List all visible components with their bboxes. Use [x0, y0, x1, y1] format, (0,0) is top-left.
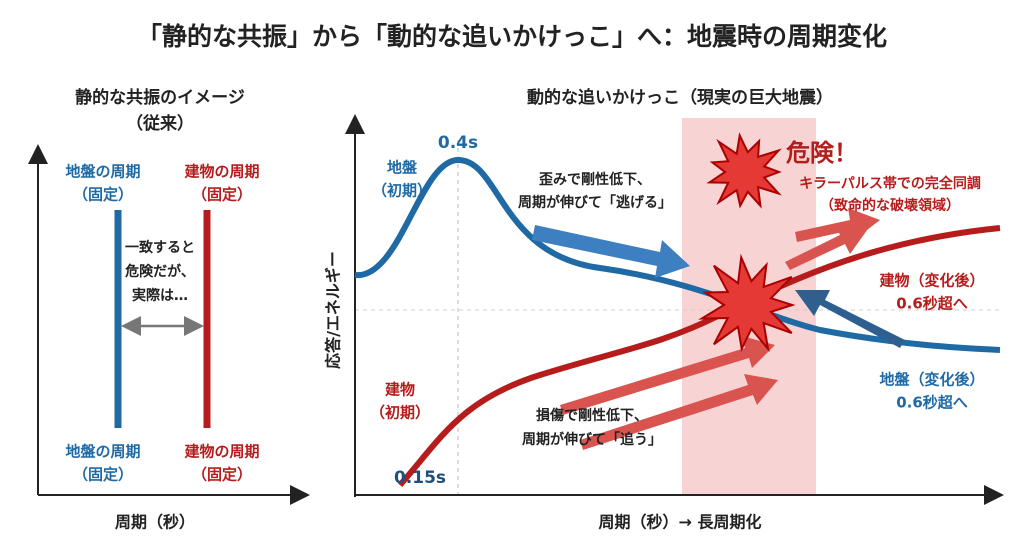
- note: 一致すると: [125, 239, 195, 256]
- panel-title: 静的な共振のイメージ: [75, 87, 245, 108]
- label: 地盤: [387, 159, 418, 177]
- label: 地盤の周期: [65, 443, 140, 461]
- note: 損傷で剛性低下、: [536, 407, 648, 424]
- burst: [706, 132, 782, 209]
- title: 「静的な共振」から「動的な追いかけっこ」へ：地震時の周期変化: [137, 22, 887, 51]
- y-label: 応答/エネルギー: [324, 251, 343, 369]
- note: 周期が伸びて「追う」: [522, 431, 662, 448]
- label: 建物（変化後）: [879, 272, 984, 290]
- ground-curve: [354, 156, 1001, 353]
- panel-title: 動的な追いかけっこ（現実の巨大地震）: [527, 87, 833, 108]
- label: 地盤の周期: [65, 163, 140, 181]
- label: 0.4s: [438, 133, 478, 153]
- label: 建物: [385, 381, 415, 399]
- label: 0.6秒超へ: [896, 394, 968, 412]
- label: （固定）: [192, 466, 252, 484]
- label: 建物の周期: [184, 443, 259, 461]
- arrow: [580, 374, 778, 450]
- note: 実際は…: [132, 287, 188, 304]
- arrow: [532, 225, 690, 278]
- label: 地盤（変化後）: [879, 371, 984, 389]
- x-label: 周期（秒）→ 長周期化: [599, 513, 762, 532]
- label: 0.15s: [394, 468, 446, 488]
- note: 危険だが、: [124, 263, 195, 280]
- building-curve: [397, 225, 1001, 487]
- burst: [698, 253, 796, 353]
- label: （固定）: [73, 466, 133, 484]
- arrow: [795, 290, 905, 348]
- label: （初期）: [372, 182, 432, 200]
- note: 周期が伸びて「逃げる」: [518, 194, 672, 211]
- arrow: [560, 336, 775, 415]
- note: （致命的な破壊領域）: [820, 197, 960, 214]
- note: 歪みで剛性低下、: [539, 171, 651, 188]
- label: （固定）: [192, 186, 252, 204]
- x-label: 周期（秒）: [115, 513, 195, 532]
- arrow: [795, 208, 880, 242]
- label: （初期）: [370, 404, 430, 422]
- panel-title: （従来）: [126, 113, 194, 134]
- label: （固定）: [73, 186, 133, 204]
- arrow: [785, 224, 870, 270]
- note: キラーパルス帯での完全同調: [799, 175, 981, 192]
- label: 建物の周期: [184, 163, 259, 181]
- danger-label: 危険！: [786, 139, 858, 167]
- label: 0.6秒超へ: [896, 295, 968, 313]
